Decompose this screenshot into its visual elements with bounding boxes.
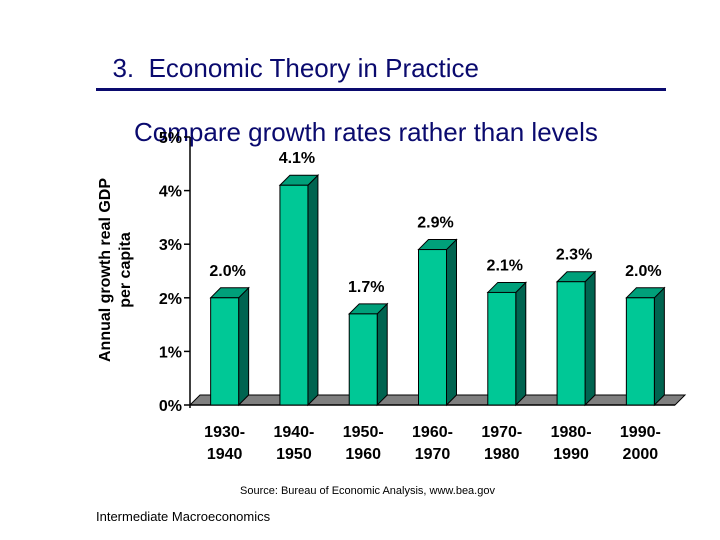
- bar: [279, 184, 309, 406]
- y-axis-label-line1: Annual growth real GDP: [97, 178, 114, 362]
- bar-side: [446, 238, 457, 407]
- bar: [625, 297, 655, 406]
- bar: [556, 281, 586, 406]
- footer-course-name: Intermediate Macroeconomics: [96, 509, 271, 524]
- x-category-label-line1: 1970-: [481, 424, 522, 441]
- bar-side: [584, 270, 596, 407]
- y-tick-label: 4%: [159, 184, 182, 201]
- data-label: 4.1%: [279, 150, 315, 167]
- x-category-label-line2: 1950: [276, 446, 312, 463]
- y-tick-label: 1%: [159, 344, 182, 361]
- data-label: 2.9%: [417, 215, 453, 232]
- x-category-label-line2: 1980: [484, 446, 520, 463]
- y-tick-label: 2%: [159, 291, 182, 308]
- y-axis-label-line2: per capita: [117, 232, 134, 308]
- x-category-label-line2: 1990: [553, 446, 589, 463]
- bar: [487, 291, 517, 406]
- data-label: 2.0%: [625, 263, 661, 280]
- bar: [210, 297, 240, 406]
- x-category-label-line2: 1940: [207, 446, 243, 463]
- bar-side: [307, 174, 319, 407]
- data-label: 2.3%: [556, 247, 592, 264]
- y-tick-label: 3%: [159, 237, 182, 254]
- x-category-label-line1: 1950-: [343, 424, 384, 441]
- x-category-label-line2: 1970: [415, 446, 451, 463]
- slide-title: 3. Economic Theory in Practice Compare g…: [98, 20, 598, 180]
- x-category-label-line1: 1980-: [551, 424, 592, 441]
- data-label: 2.0%: [209, 263, 245, 280]
- bar-side: [376, 302, 388, 407]
- y-tick-label: 5%: [159, 130, 182, 147]
- x-category-label-line2: 2000: [623, 446, 659, 463]
- data-label: 1.7%: [348, 279, 384, 296]
- x-category-label-line1: 1940-: [273, 424, 314, 441]
- x-category-label-line2: 1960: [345, 446, 381, 463]
- data-label: 2.1%: [487, 257, 523, 274]
- title-line-2: Compare growth rates rather than levels: [134, 117, 598, 147]
- x-category-label-line1: 1960-: [412, 424, 453, 441]
- x-category-label-line1: 1930-: [204, 424, 245, 441]
- bar: [418, 249, 447, 406]
- bar: [348, 313, 378, 406]
- bar-side: [653, 286, 665, 407]
- x-category-label-line1: 1990-: [620, 424, 661, 441]
- bar-side: [238, 286, 250, 407]
- title-underline: [96, 88, 666, 91]
- source-note: Source: Bureau of Economic Analysis, www…: [240, 485, 495, 497]
- y-tick-label: 0%: [159, 398, 182, 415]
- title-line-1: 3. Economic Theory in Practice: [112, 53, 480, 83]
- bar-side: [515, 281, 527, 407]
